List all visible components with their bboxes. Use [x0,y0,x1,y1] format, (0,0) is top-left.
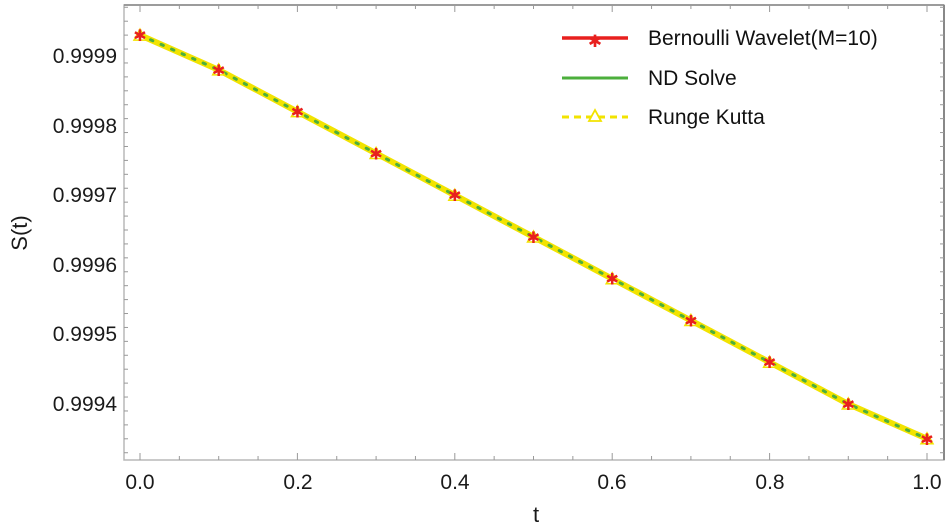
star-marker-icon: ✱ [132,26,148,45]
x-tick-label: 0.4 [440,471,470,494]
x-tick-label: 0.6 [597,471,626,494]
y-tick-label: 0.9995 [53,323,117,346]
svg-text:✱: ✱ [605,270,618,289]
x-tick-label: 0.0 [125,471,154,494]
y-tick-labels: 0.9999 0.9998 0.9997 0.9996 0.9995 0.999… [53,45,118,416]
axis-ticks [124,5,944,460]
y-tick-label: 0.9996 [53,254,117,277]
star-marker-icon: ✱ [919,430,935,449]
svg-text:✱: ✱ [842,395,855,414]
star-marker-icon: ✱ [604,270,620,289]
legend-item-bernoulli: ✱ Bernoulli Wavelet(M=10) [562,27,878,52]
svg-text:✱: ✱ [684,311,697,330]
plot-series: ✱ ✱ ✱ ✱ ✱ ✱ ✱ ✱ ✱ ✱ ✱ [132,26,935,449]
svg-text:✱: ✱ [763,353,776,372]
svg-text:✱: ✱ [212,61,225,80]
legend-label: ND Solve [648,67,737,90]
legend-label: Runge Kutta [648,106,765,129]
y-tick-label: 0.9997 [53,184,117,207]
series-nd-solve [138,33,929,441]
star-marker-icon: ✱ [588,32,602,52]
star-marker-icon: ✱ [683,311,699,330]
x-tick-label: 0.2 [283,471,312,494]
svg-text:✱: ✱ [448,186,461,205]
star-marker-icon: ✱ [841,395,856,414]
x-tick-label: 0.8 [755,471,784,494]
triangle-marker-icon [587,108,603,122]
x-axis-label: t [533,502,539,527]
x-tick-label: 1.0 [912,471,941,494]
legend: ✱ Bernoulli Wavelet(M=10) ND Solve Runge… [562,27,878,129]
svg-text:✱: ✱ [291,103,304,122]
svg-text:✱: ✱ [133,26,146,45]
svg-text:✱: ✱ [369,144,382,163]
svg-text:✱: ✱ [527,228,540,247]
svg-text:✱: ✱ [920,430,933,449]
star-marker-icon: ✱ [368,144,384,163]
star-marker-icon: ✱ [526,228,541,247]
y-axis-label: S(t) [7,215,32,250]
y-tick-label: 0.9998 [53,115,117,138]
legend-label: Bernoulli Wavelet(M=10) [648,27,878,50]
x-tick-labels: 0.0 0.2 0.4 0.6 0.8 1.0 [125,471,941,494]
legend-item-ndsolve: ND Solve [562,67,737,90]
star-marker-icon: ✱ [290,103,305,122]
y-tick-label: 0.9999 [53,45,117,68]
legend-item-rungekutta: Runge Kutta [562,106,765,129]
star-marker-icon: ✱ [211,61,226,80]
star-marker-icon: ✱ [762,353,777,372]
star-marker-icon: ✱ [447,186,463,205]
y-tick-label: 0.9994 [53,393,118,416]
